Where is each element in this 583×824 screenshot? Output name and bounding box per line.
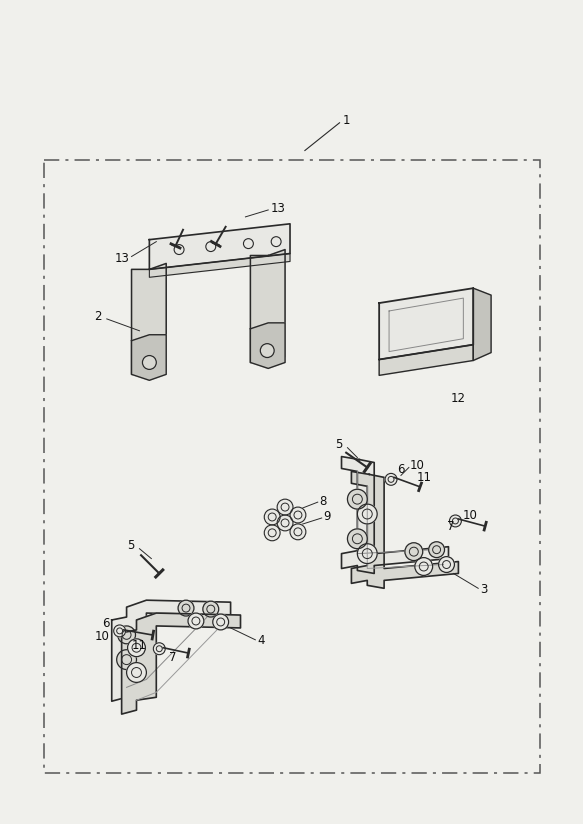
- Text: 5: 5: [127, 539, 135, 552]
- Text: 13: 13: [115, 252, 129, 265]
- Text: 7: 7: [169, 651, 177, 664]
- Text: 2: 2: [94, 311, 102, 323]
- Text: 11: 11: [132, 639, 146, 653]
- Circle shape: [347, 529, 367, 549]
- Text: 3: 3: [480, 583, 487, 596]
- Circle shape: [429, 541, 444, 558]
- Circle shape: [449, 515, 461, 527]
- Text: 5: 5: [335, 438, 342, 452]
- Circle shape: [213, 614, 229, 630]
- Circle shape: [290, 507, 306, 523]
- Circle shape: [357, 544, 377, 564]
- Text: 7: 7: [447, 521, 454, 533]
- Circle shape: [405, 543, 423, 560]
- Circle shape: [114, 625, 125, 637]
- Circle shape: [264, 509, 280, 525]
- Polygon shape: [132, 264, 166, 374]
- Circle shape: [127, 662, 146, 682]
- Bar: [44, 161, 540, 773]
- Text: 6: 6: [397, 463, 405, 476]
- Text: 13: 13: [270, 203, 285, 215]
- Text: 4: 4: [257, 634, 265, 648]
- Text: 8: 8: [319, 494, 327, 508]
- Polygon shape: [149, 254, 290, 278]
- Circle shape: [277, 499, 293, 515]
- Polygon shape: [352, 471, 458, 588]
- Text: 10: 10: [462, 508, 477, 522]
- Circle shape: [178, 600, 194, 616]
- Text: 12: 12: [451, 391, 465, 405]
- Text: 1: 1: [342, 115, 350, 127]
- Polygon shape: [112, 600, 231, 701]
- Circle shape: [415, 558, 433, 575]
- Polygon shape: [122, 613, 241, 714]
- Circle shape: [290, 524, 306, 540]
- Polygon shape: [379, 288, 473, 359]
- Circle shape: [142, 355, 156, 369]
- Text: 9: 9: [324, 511, 331, 523]
- Polygon shape: [379, 344, 473, 376]
- Circle shape: [188, 613, 204, 629]
- Circle shape: [277, 515, 293, 531]
- Circle shape: [385, 474, 397, 485]
- Polygon shape: [250, 250, 285, 363]
- Circle shape: [347, 489, 367, 509]
- Circle shape: [260, 344, 274, 358]
- Circle shape: [128, 639, 145, 657]
- Text: 10: 10: [410, 459, 425, 472]
- Text: 11: 11: [417, 471, 432, 484]
- Circle shape: [117, 649, 136, 670]
- Text: 10: 10: [95, 630, 110, 644]
- Text: 6: 6: [102, 617, 110, 630]
- Circle shape: [271, 236, 281, 246]
- Polygon shape: [473, 288, 491, 360]
- Circle shape: [174, 245, 184, 255]
- Circle shape: [153, 643, 165, 654]
- Polygon shape: [149, 224, 290, 269]
- Circle shape: [244, 239, 254, 249]
- Circle shape: [438, 556, 454, 573]
- Circle shape: [203, 602, 219, 617]
- Circle shape: [357, 504, 377, 524]
- Circle shape: [206, 241, 216, 251]
- Polygon shape: [250, 323, 285, 368]
- Polygon shape: [132, 335, 166, 381]
- Polygon shape: [342, 456, 448, 574]
- Circle shape: [264, 525, 280, 541]
- Circle shape: [118, 626, 135, 644]
